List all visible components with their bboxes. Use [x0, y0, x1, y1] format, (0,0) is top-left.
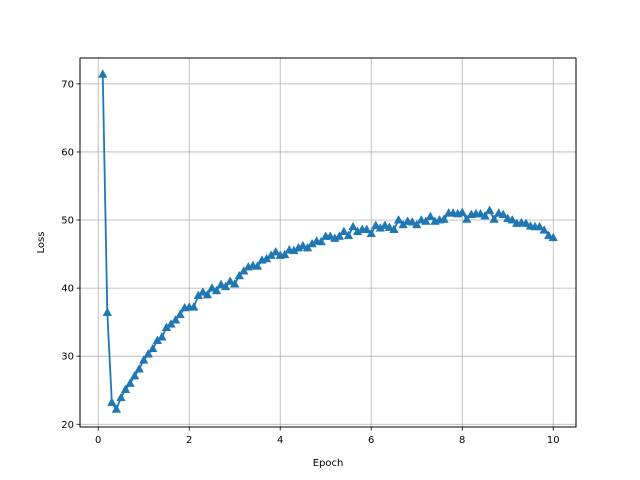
data-point-marker — [407, 217, 417, 226]
data-point-marker — [198, 287, 208, 296]
data-point-marker — [425, 211, 436, 221]
data-point-marker — [134, 364, 144, 373]
data-point-marker — [371, 220, 381, 229]
data-point-marker — [230, 279, 240, 288]
data-point-marker — [102, 307, 113, 317]
plot-frame — [79, 57, 577, 428]
y-tick-label: 40 — [61, 284, 74, 295]
x-tick-label: 2 — [186, 435, 192, 446]
data-point-marker — [225, 276, 235, 285]
data-point-marker — [498, 209, 508, 218]
data-point-marker — [325, 231, 335, 240]
data-point-marker — [534, 221, 545, 231]
data-point-marker — [489, 214, 499, 223]
data-point-marker — [339, 226, 349, 236]
data-point-marker — [521, 218, 531, 227]
y-tick-label: 60 — [61, 147, 74, 158]
data-point-marker — [543, 230, 554, 240]
data-point-marker — [143, 349, 153, 358]
data-point-marker — [457, 207, 467, 216]
y-tick-label: 70 — [61, 79, 74, 90]
ticks: 0 2 4 6 8 10 20 30 40 50 60 70 — [61, 79, 559, 446]
data-point-marker — [120, 384, 131, 393]
data-point-marker — [166, 319, 176, 328]
data-point-marker — [157, 332, 167, 341]
y-tick-label: 50 — [61, 216, 74, 227]
data-point-marker — [334, 231, 345, 240]
data-point-marker — [216, 279, 226, 289]
x-tick-label: 0 — [95, 435, 101, 446]
data-point-marker — [480, 210, 490, 220]
data-point-marker — [148, 343, 158, 353]
grid-lines — [80, 58, 576, 427]
series-line — [101, 74, 554, 411]
data-point-marker — [170, 315, 181, 324]
data-point-marker — [393, 215, 404, 224]
data-point-marker — [207, 283, 217, 292]
data-point-marker — [107, 397, 117, 406]
data-point-marker — [175, 309, 185, 319]
data-point-marker — [239, 266, 249, 275]
data-point-marker — [484, 205, 495, 214]
data-point-marker — [548, 232, 558, 242]
y-axis-label: Loss — [36, 232, 47, 254]
data-point-marker — [421, 216, 431, 225]
data-point-marker — [98, 69, 108, 78]
data-point-marker — [189, 302, 199, 311]
x-tick-label: 4 — [277, 435, 283, 446]
data-point-marker — [111, 404, 122, 413]
data-point-marker — [343, 230, 354, 240]
x-tick-label: 8 — [459, 435, 465, 446]
data-point-marker — [202, 289, 213, 299]
y-tick-label: 30 — [61, 352, 74, 363]
data-point-marker — [348, 221, 358, 231]
data-point-marker — [234, 270, 244, 280]
data-point-marker — [539, 225, 549, 234]
x-tick-label: 6 — [368, 435, 374, 446]
data-point-marker — [270, 247, 281, 256]
data-point-marker — [384, 222, 395, 231]
data-point-marker — [366, 228, 376, 238]
y-tick-label: 20 — [61, 420, 74, 431]
data-point-marker — [507, 215, 517, 224]
data-point-marker — [129, 370, 140, 380]
x-axis-label: Epoch — [313, 458, 344, 469]
data-point-marker — [125, 378, 135, 387]
data-point-marker — [211, 285, 222, 295]
data-point-marker — [462, 214, 472, 223]
data-point-marker — [361, 224, 372, 233]
data-point-marker — [475, 208, 486, 218]
data-point-marker — [316, 236, 326, 246]
data-point-marker — [280, 249, 290, 259]
data-point-marker — [439, 214, 449, 223]
data-point-marker — [298, 240, 308, 250]
data-point-marker — [412, 219, 422, 229]
data-point-marker — [139, 355, 149, 364]
series-layer — [98, 69, 558, 413]
data-point-marker — [380, 220, 390, 229]
data-point-marker — [220, 281, 231, 291]
data-point-marker — [116, 392, 126, 402]
x-tick-label: 10 — [547, 435, 560, 446]
data-point-marker — [252, 261, 263, 270]
data-point-marker — [389, 224, 399, 233]
data-point-marker — [302, 242, 313, 252]
